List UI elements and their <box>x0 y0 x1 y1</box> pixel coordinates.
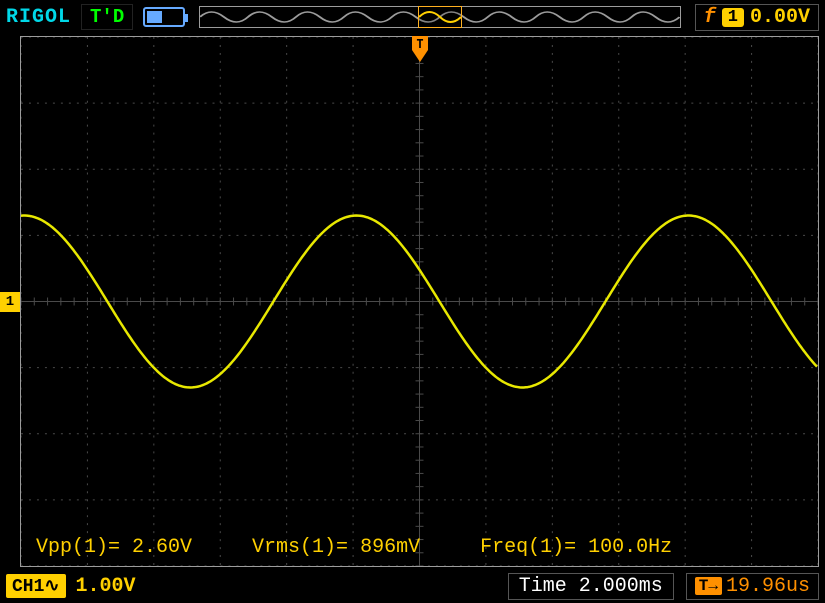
offset-marker-icon: T→ <box>695 577 722 595</box>
horizontal-offset-value: 19.96us <box>726 575 810 598</box>
channel-chip: CH1∿ <box>6 574 66 598</box>
brand-label: RIGOL <box>6 6 71 29</box>
horizontal-offset-box: T→ 19.96us <box>686 573 819 600</box>
battery-icon <box>143 7 185 27</box>
trigger-level-value: 0.00V <box>750 6 810 29</box>
timebase-box: Time 2.000ms <box>508 573 674 600</box>
timebase-value: 2.000ms <box>579 575 663 598</box>
channel-vdiv-value: 1.00V <box>76 575 136 598</box>
waveform-overview <box>199 6 681 28</box>
overview-window-marker <box>418 6 462 28</box>
plot-canvas <box>21 37 818 566</box>
trigger-edge-icon: f <box>704 6 716 29</box>
trigger-channel-chip: 1 <box>722 8 744 27</box>
measurement-vpp: Vpp(1)= 2.60V <box>36 536 192 559</box>
battery-fill <box>147 11 162 23</box>
timebase-label: Time <box>519 575 567 598</box>
channel-info: CH1∿ 1.00V <box>6 574 136 598</box>
measurement-freq: Freq(1)= 100.0Hz <box>480 536 672 559</box>
channel-ground-marker: 1 <box>0 292 20 312</box>
top-bar: RIGOL T'D f 1 0.00V <box>0 2 825 32</box>
bottom-bar: CH1∿ 1.00V Time 2.000ms T→ 19.96us <box>0 571 825 601</box>
plot-area[interactable] <box>20 36 819 567</box>
measurements-row: Vpp(1)= 2.60V Vrms(1)= 896mV Freq(1)= 10… <box>36 536 805 559</box>
run-mode-indicator: T'D <box>81 4 133 30</box>
oscilloscope-screen: RIGOL T'D f 1 0.00V 1 <box>0 0 825 603</box>
measurement-vrms: Vrms(1)= 896mV <box>252 536 420 559</box>
trigger-info: f 1 0.00V <box>695 4 819 31</box>
